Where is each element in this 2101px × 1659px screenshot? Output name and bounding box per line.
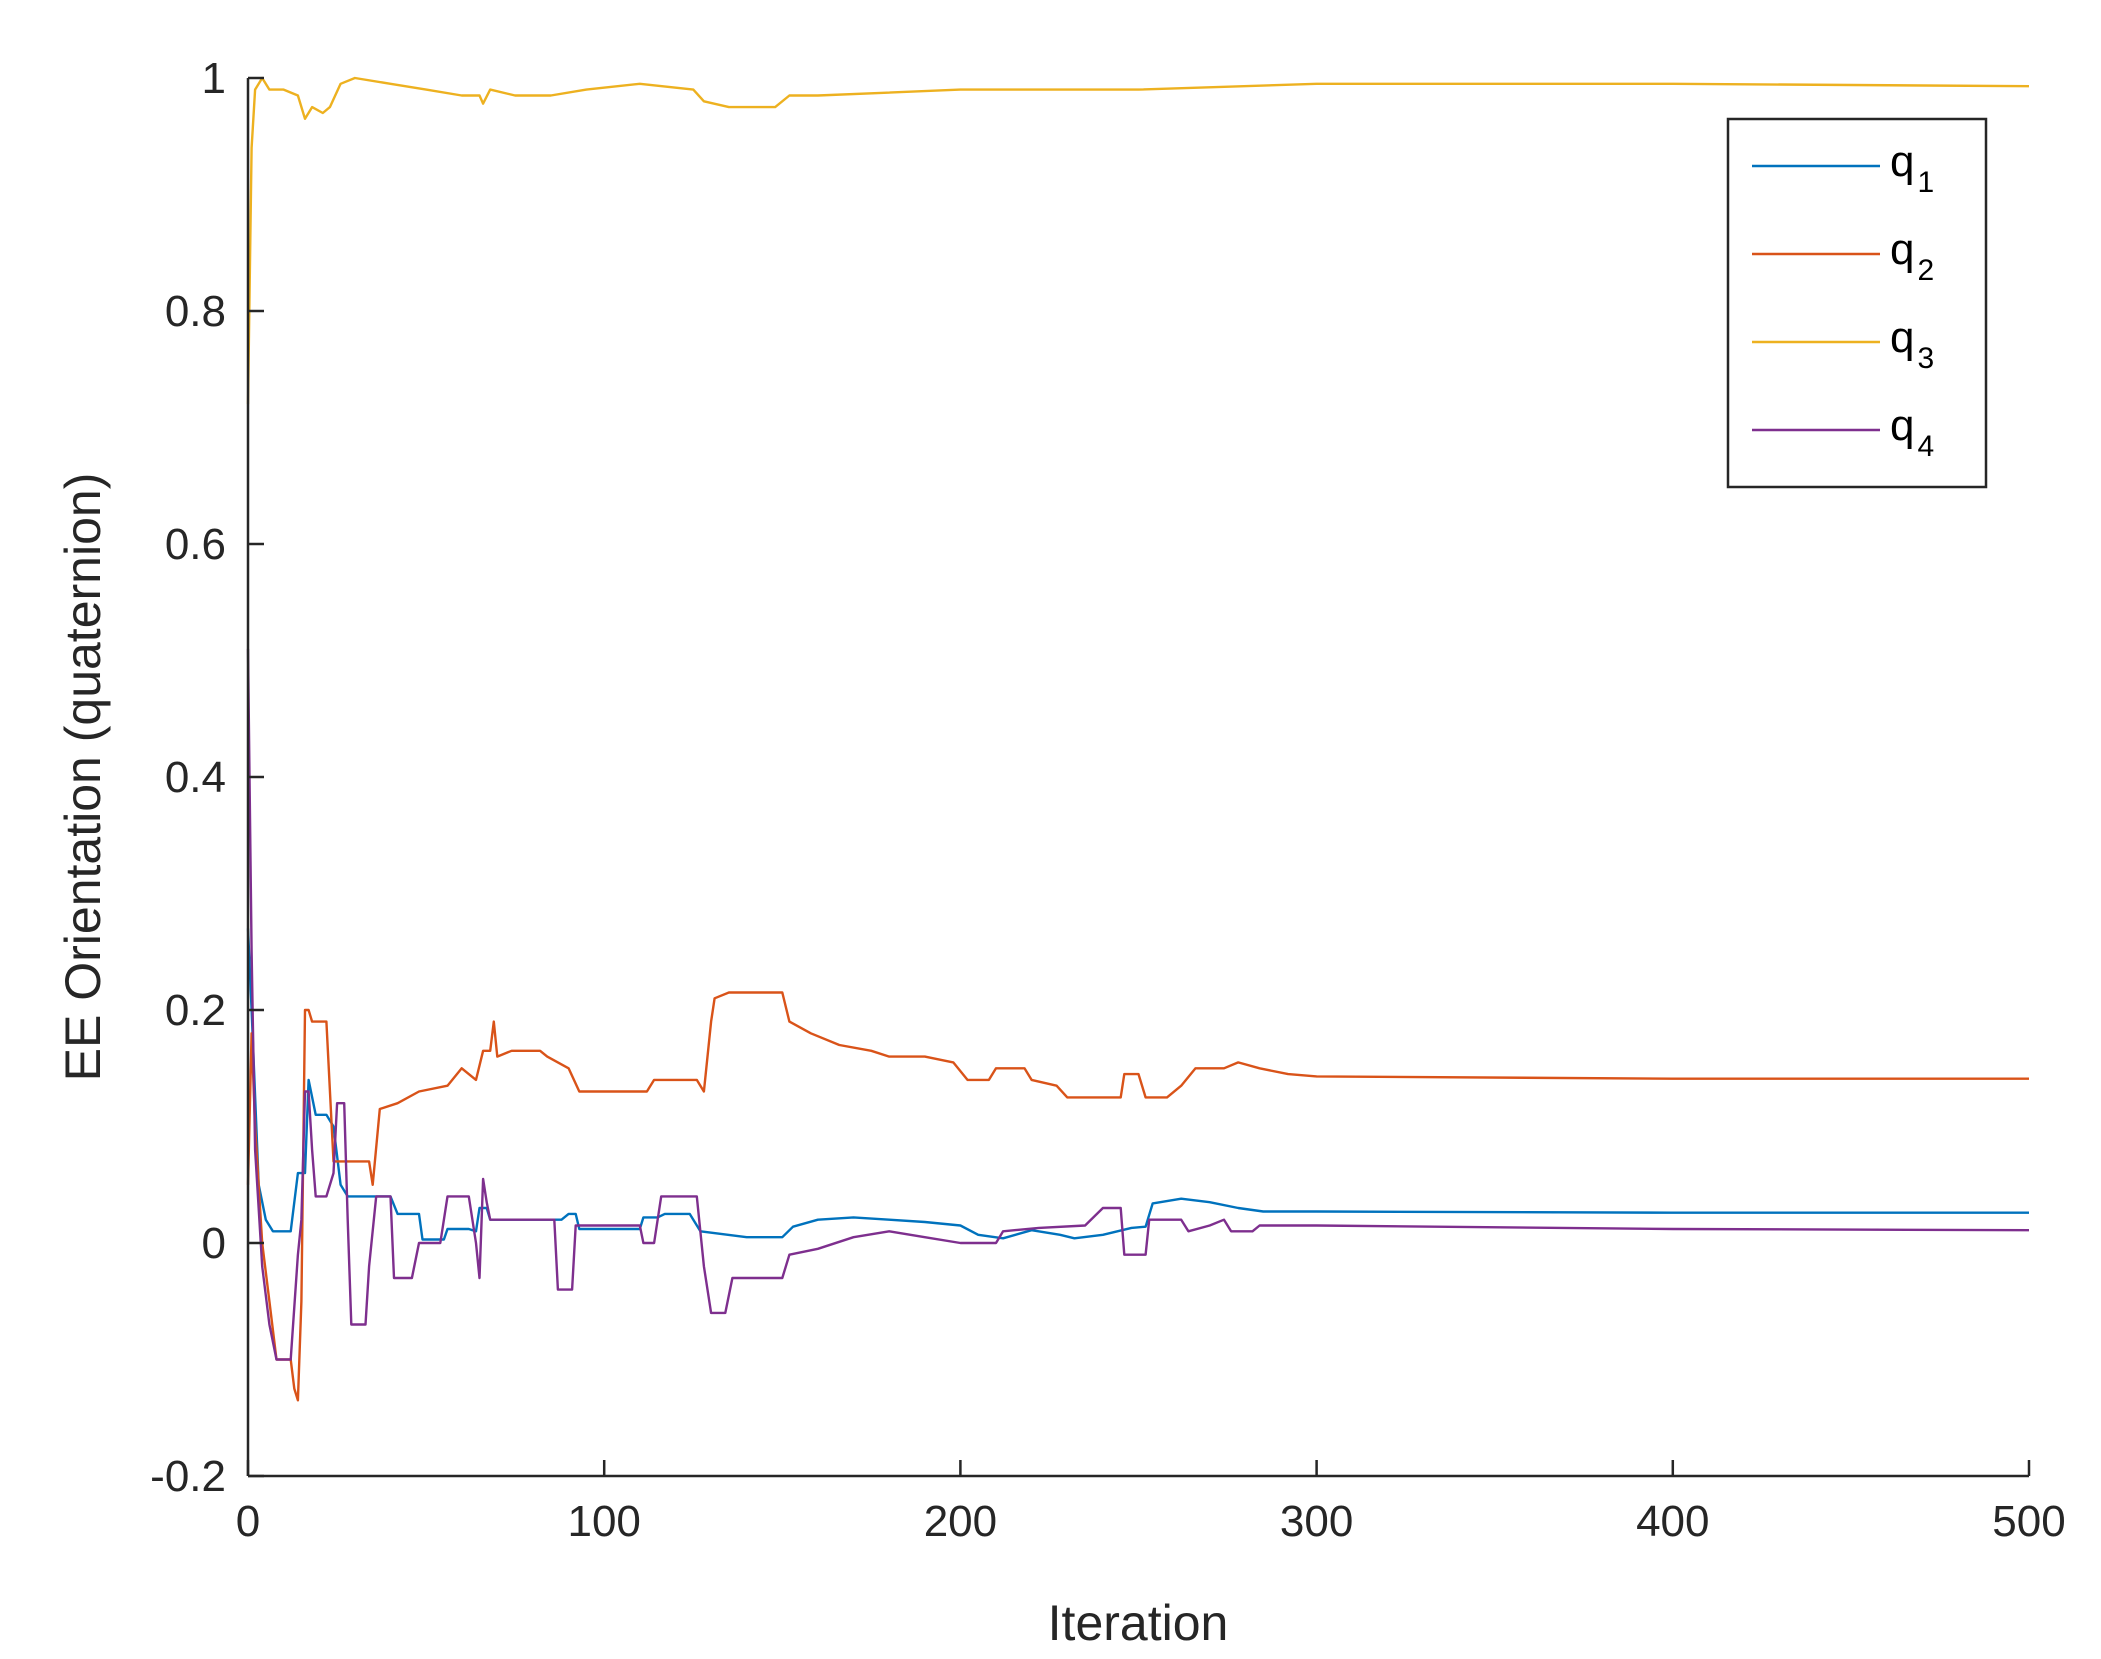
y-tick-label: -0.2: [150, 1452, 226, 1501]
legend-items: q 1 q 2 q 3 q 4: [1752, 137, 1934, 463]
series-layer: [246, 76, 2030, 1402]
legend-box: [1726, 117, 1988, 489]
y-tick-label: 0.8: [165, 287, 226, 336]
x-tick-label: 100: [567, 1497, 640, 1546]
y-tick-label: 0.6: [165, 520, 226, 569]
x-ticks: 0 100 200 300 400 500: [236, 1460, 2066, 1546]
y-tick-label: 0: [202, 1219, 226, 1268]
y-axis-label: EE Orientation (quaternion): [55, 473, 111, 1082]
x-tick-label: 200: [924, 1497, 997, 1546]
series-line-q3: [246, 76, 2030, 405]
x-tick-label: 300: [1280, 1497, 1353, 1546]
x-axis-label: Iteration: [1048, 1595, 1229, 1651]
x-tick-label: 0: [236, 1497, 260, 1546]
y-tick-label: 0.4: [165, 753, 226, 802]
x-tick-label: 400: [1636, 1497, 1709, 1546]
y-tick-label: 0.2: [165, 986, 226, 1035]
series-line-q2: [246, 991, 2029, 1402]
y-ticks: -0.2 0 0.2 0.4 0.6 0.8 1: [150, 54, 264, 1501]
series-line-q4: [246, 648, 2030, 1361]
legend: q 1 q 2 q 3 q 4: [1726, 117, 1988, 489]
series-line-q1: [246, 928, 2029, 1241]
x-tick-label: 500: [1992, 1497, 2065, 1546]
y-tick-label: 1: [202, 54, 226, 103]
